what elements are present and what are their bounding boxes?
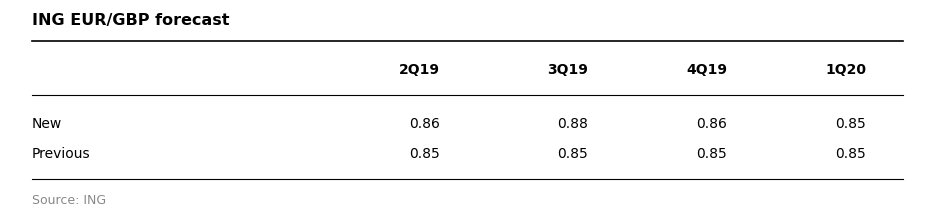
Text: Previous: Previous [32,147,91,161]
Text: 0.88: 0.88 [557,117,588,131]
Text: 0.85: 0.85 [697,147,727,161]
Text: 0.86: 0.86 [696,117,727,131]
Text: 0.85: 0.85 [409,147,439,161]
Text: 0.85: 0.85 [835,117,866,131]
Text: 4Q19: 4Q19 [686,63,727,77]
Text: 3Q19: 3Q19 [547,63,588,77]
Text: ING EUR/GBP forecast: ING EUR/GBP forecast [32,13,229,28]
Text: New: New [32,117,63,131]
Text: 0.86: 0.86 [409,117,439,131]
Text: 2Q19: 2Q19 [398,63,439,77]
Text: 1Q20: 1Q20 [825,63,866,77]
Text: 0.85: 0.85 [557,147,588,161]
Text: Source: ING: Source: ING [32,194,106,207]
Text: 0.85: 0.85 [835,147,866,161]
